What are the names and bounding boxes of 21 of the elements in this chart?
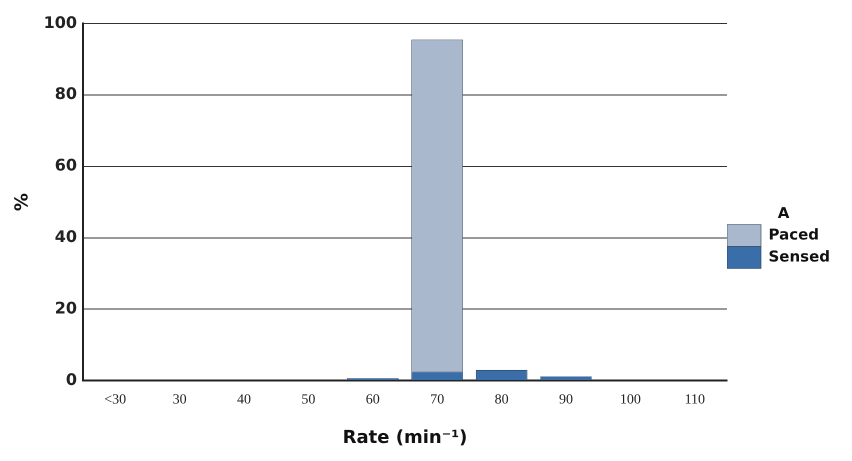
x-tick-label: 60 (366, 392, 380, 408)
x-tick-label: <30 (104, 392, 126, 408)
legend-label: Paced (768, 225, 820, 244)
y-tick-label: 60 (54, 156, 77, 175)
legend-label: Sensed (768, 247, 830, 266)
x-axis-title: Rate (min⁻¹) (342, 426, 468, 448)
x-tick-label: 100 (620, 392, 641, 408)
x-tick-label: 110 (684, 392, 706, 408)
x-tick-label: 50 (301, 392, 316, 408)
y-tick-label: 0 (66, 370, 77, 389)
x-tick-label: 90 (559, 392, 574, 408)
y-tick-label: 80 (54, 84, 77, 104)
y-tick-label: 40 (54, 226, 77, 246)
x-tick-label: 40 (237, 392, 251, 408)
x-tick-label: 70 (430, 392, 444, 408)
legend-title: A (778, 204, 790, 222)
y-tick-label: 20 (54, 298, 77, 318)
x-tick-label: 30 (172, 392, 187, 408)
x-tick-label: 80 (494, 392, 509, 408)
y-axis-title: % (11, 193, 32, 212)
y-tick-label: 100 (44, 12, 77, 32)
